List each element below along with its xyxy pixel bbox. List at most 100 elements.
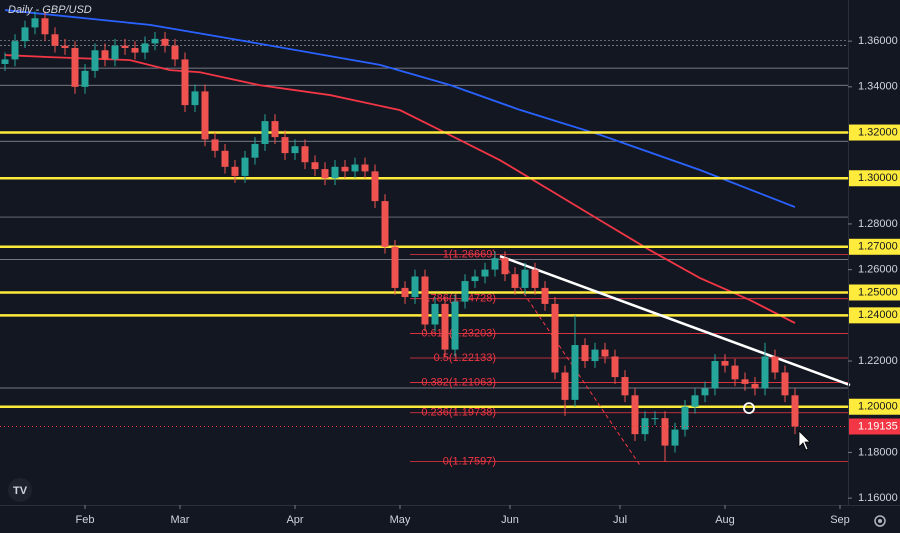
candle-body (221, 150, 229, 167)
candle-body (621, 377, 629, 396)
last-price-box (849, 418, 900, 435)
y-tick-label: 1.36000 (858, 35, 898, 47)
candle-body (781, 372, 789, 396)
candle-body (541, 287, 549, 304)
candle-body (301, 146, 309, 163)
y-tick-label: 1.28000 (858, 218, 898, 230)
candle-body (551, 303, 559, 373)
y-tick-label: 1.16000 (858, 492, 898, 504)
candle-body (501, 258, 509, 275)
candle-body (591, 349, 599, 362)
marker (743, 402, 755, 415)
candle-body (41, 18, 49, 35)
candle-body (791, 395, 799, 427)
candle-body (571, 345, 579, 400)
x-tick-label: Apr (286, 514, 303, 526)
candle-body (321, 169, 329, 179)
candle-body (511, 274, 519, 288)
candle-body (211, 139, 219, 151)
candle-body (131, 47, 139, 53)
x-tick-label: Mar (171, 514, 190, 526)
candle-body (71, 47, 79, 87)
fib-label: 0.382(1.21063) (421, 376, 496, 388)
candle-body (91, 50, 99, 71)
fib-label: 0.236(1.19738) (421, 407, 496, 419)
candle-body (111, 45, 119, 60)
candle-body (331, 166, 339, 179)
candle-body (491, 258, 499, 270)
y-tick-label: 1.26000 (858, 264, 898, 276)
key-level-box (849, 307, 900, 324)
candle-body (691, 395, 699, 407)
candle-body (161, 38, 169, 46)
candle-body (171, 45, 179, 60)
candle-body (731, 365, 739, 380)
fib-label: 0.5(1.22133) (434, 352, 496, 364)
candle-body (771, 356, 779, 373)
candle-body (311, 162, 319, 170)
candle-body (271, 121, 279, 138)
candle-body (151, 38, 159, 44)
candle-body (711, 361, 719, 389)
candle-body (601, 349, 609, 357)
key-level-label: 1.20000 (858, 401, 898, 413)
candle-body (751, 383, 759, 389)
candle-body (661, 418, 669, 446)
moving-average (4, 9, 796, 208)
candle-body (631, 395, 639, 435)
candle-body (121, 45, 129, 48)
settings-icon[interactable] (874, 515, 886, 527)
y-tick-label: 1.18000 (858, 446, 898, 458)
candle-body (31, 18, 39, 28)
chart-title: Daily - GBP/USD (8, 4, 92, 16)
x-tick-label: Sep (830, 514, 850, 526)
candle-body (761, 356, 769, 389)
cursor (798, 430, 811, 451)
key-level-label: 1.30000 (858, 172, 898, 184)
candle-body (11, 41, 19, 60)
candle-body (401, 287, 409, 298)
x-tick-label: Aug (715, 514, 735, 526)
candle-body (721, 361, 729, 366)
candle-body (481, 269, 489, 277)
key-level-label: 1.24000 (858, 309, 898, 321)
candle-body (351, 164, 359, 172)
candle-body (361, 164, 369, 172)
key-level-box (849, 170, 900, 187)
y-tick-label: 1.22000 (858, 355, 898, 367)
candle-body (1, 59, 9, 64)
candle-body (441, 303, 449, 350)
x-tick-label: Jul (613, 514, 627, 526)
key-level-label: 1.32000 (858, 126, 898, 138)
key-level-box (849, 284, 900, 301)
candle-body (261, 121, 269, 144)
x-tick-label: May (390, 514, 411, 526)
candle-body (471, 276, 479, 282)
last-price-label: 1.19135 (858, 420, 898, 432)
candle-body (191, 91, 199, 106)
key-level-box (849, 124, 900, 141)
candle-body (231, 166, 239, 176)
plot-area: 1(1.26669) 0.786(1.24728) 0.618(1.23203) 0.… (0, 9, 851, 468)
candle-body (741, 379, 749, 384)
trendline (499, 254, 851, 387)
candle-body (581, 345, 589, 362)
key-level-box (849, 398, 900, 415)
candle-body (411, 276, 419, 298)
x-tick-label: Feb (76, 514, 95, 526)
candle-body (371, 171, 379, 202)
candle-body (701, 388, 709, 396)
candle-body (431, 303, 439, 325)
candle-body (421, 276, 429, 325)
candle-body (291, 146, 299, 154)
candle-body (531, 269, 539, 288)
fib-label: 1(1.26669) (443, 248, 496, 260)
candle-body (201, 91, 209, 140)
candle-body (461, 281, 469, 302)
candle-body (101, 50, 109, 60)
candle-body (681, 406, 689, 430)
candle-body (451, 301, 459, 350)
candle-body (381, 201, 389, 247)
